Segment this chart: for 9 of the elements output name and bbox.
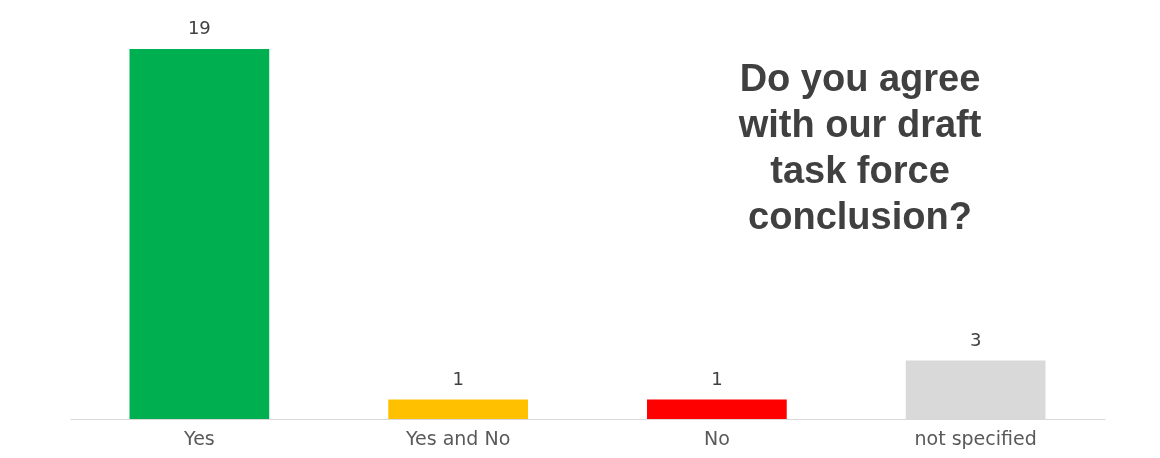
text: Do you agree with our draft task force conclusion? <box>737 57 982 237</box>
data-label: 19 <box>187 17 211 38</box>
data-label: 1 <box>452 367 464 389</box>
x-tick-label: not specified <box>914 426 1037 449</box>
data-label: 1 <box>711 367 723 389</box>
x-tick-label: Yes <box>183 426 215 449</box>
data-label: 3 <box>969 328 982 350</box>
x-tick-label: Yes and No <box>404 426 511 449</box>
x-tick-label: No <box>703 426 730 449</box>
